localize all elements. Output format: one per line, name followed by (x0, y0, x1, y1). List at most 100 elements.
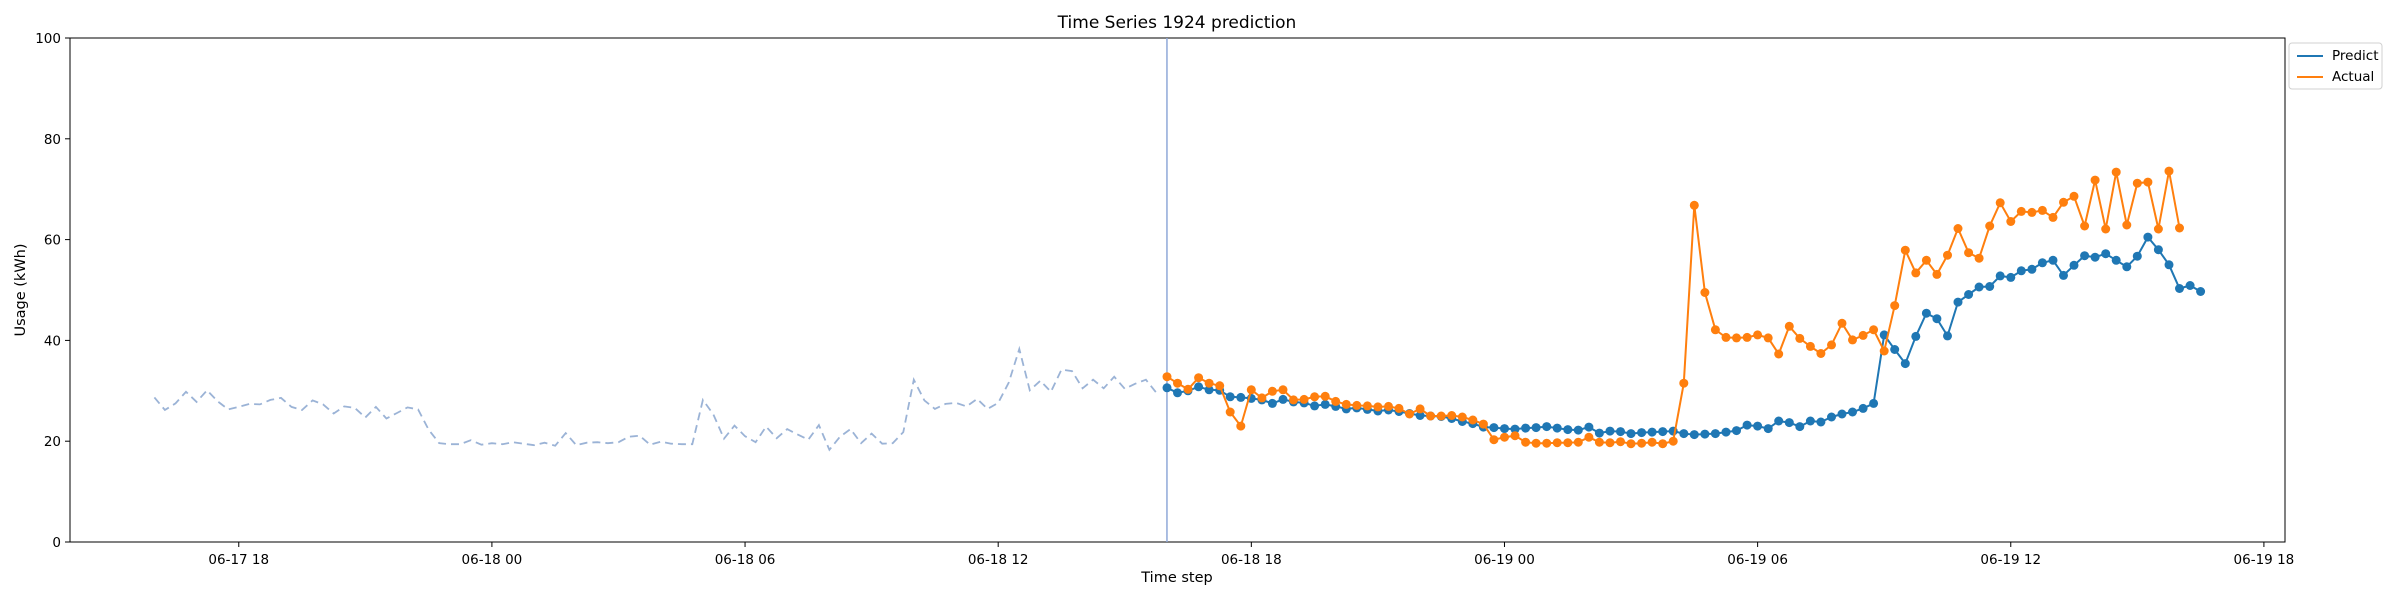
legend-actual-label: Actual (2332, 69, 2374, 85)
actual-point (1531, 438, 1541, 448)
predict-point (1964, 290, 1974, 299)
actual-point (1521, 437, 1531, 447)
predict-point (1173, 388, 1182, 398)
x-tick-label: 06-19 12 (1980, 552, 2041, 568)
predict-point (2069, 260, 2079, 270)
y-tick-label: 40 (44, 333, 61, 349)
predict-point (1995, 271, 2005, 281)
predict-point (1805, 416, 1815, 426)
actual-point (1647, 437, 1657, 447)
y-axis-label: Usage (kWh) (13, 243, 29, 336)
predict-point (1890, 345, 1900, 354)
predict-point (1552, 423, 1562, 433)
actual-point (2006, 217, 2016, 226)
actual-point (1457, 412, 1467, 422)
actual-point (1974, 253, 1984, 263)
predict-point (2059, 270, 2068, 280)
y-tick-label: 60 (44, 233, 61, 249)
actual-point (1436, 411, 1446, 421)
actual-point (1394, 403, 1404, 413)
actual-point (1763, 333, 1773, 343)
predict-point (1921, 308, 1931, 318)
predict-point (1510, 424, 1520, 434)
actual-point (1858, 330, 1868, 340)
plot-area-frame (69, 37, 2286, 543)
predict-point (1721, 427, 1731, 437)
predict-point (1911, 331, 1921, 341)
predict-point (1573, 425, 1583, 435)
predict-point (2175, 284, 2184, 293)
actual-point (1985, 221, 1995, 231)
actual-point (1995, 198, 2005, 208)
actual-point (2059, 197, 2068, 207)
actual-point (1584, 432, 1594, 442)
predict-point (1858, 403, 1868, 413)
actual-point (1542, 438, 1552, 448)
actual-point (1816, 349, 1826, 358)
x-tick-label: 06-18 06 (715, 552, 776, 568)
actual-point (1331, 396, 1341, 406)
predict-point (2101, 249, 2111, 259)
actual-point (1384, 401, 1393, 411)
predict-point (1204, 385, 1214, 395)
x-tick-label: 06-18 12 (968, 552, 1029, 568)
actual-point (1373, 402, 1383, 412)
predict-point (1742, 420, 1752, 430)
actual-point (1869, 325, 1879, 335)
predict-point (1689, 430, 1699, 440)
predict-point (1753, 421, 1763, 431)
actual-point (1563, 438, 1573, 448)
predict-point (1869, 398, 1879, 408)
predict-point (1953, 297, 1963, 307)
actual-point (2153, 224, 2163, 234)
series-predict (1162, 232, 2206, 440)
actual-point (2048, 212, 2058, 222)
data-series (1162, 166, 2206, 449)
predict-point (1594, 428, 1604, 438)
predict-point (1900, 359, 1910, 369)
actual-point (1626, 439, 1636, 449)
predict-point (1943, 331, 1952, 341)
actual-point (1795, 333, 1805, 343)
predict-point (2090, 252, 2100, 262)
x-tick-label: 06-18 00 (462, 552, 523, 568)
actual-point (1594, 437, 1604, 447)
actual-point (2080, 221, 2090, 231)
actual-point (1362, 401, 1372, 411)
predict-point (1763, 424, 1773, 434)
predict-point (1710, 429, 1720, 439)
actual-point (1742, 332, 1752, 342)
predict-point (1985, 282, 1995, 291)
predict-point (1563, 425, 1573, 435)
actual-point (1478, 419, 1488, 429)
actual-point (2143, 177, 2153, 187)
predict-point (1647, 427, 1657, 437)
actual-point (1774, 349, 1784, 359)
actual-point (2132, 178, 2142, 188)
actual-point (1911, 268, 1921, 278)
actual-point (1616, 437, 1625, 447)
actual-point (1405, 409, 1414, 419)
predict-point (1827, 412, 1836, 422)
predict-point (1774, 416, 1784, 426)
predict-point (1500, 424, 1509, 434)
actual-point (1637, 438, 1647, 448)
predict-point (1531, 423, 1541, 433)
actual-point (1257, 393, 1267, 403)
predict-point (2196, 287, 2206, 296)
predict-point (2027, 264, 2037, 274)
actual-point (1721, 332, 1731, 342)
predict-point (2132, 251, 2142, 261)
actual-point (1679, 378, 1689, 388)
actual-point (1341, 399, 1351, 409)
actual-point (1573, 437, 1583, 447)
actual-point (1310, 392, 1320, 402)
actual-point (1700, 288, 1710, 297)
x-tick-label: 06-19 06 (1727, 552, 1788, 568)
actual-point (1827, 340, 1836, 350)
predict-point (2185, 281, 2195, 290)
actual-point (1805, 341, 1815, 351)
predict-point (1626, 429, 1636, 439)
actual-point (1500, 432, 1509, 442)
